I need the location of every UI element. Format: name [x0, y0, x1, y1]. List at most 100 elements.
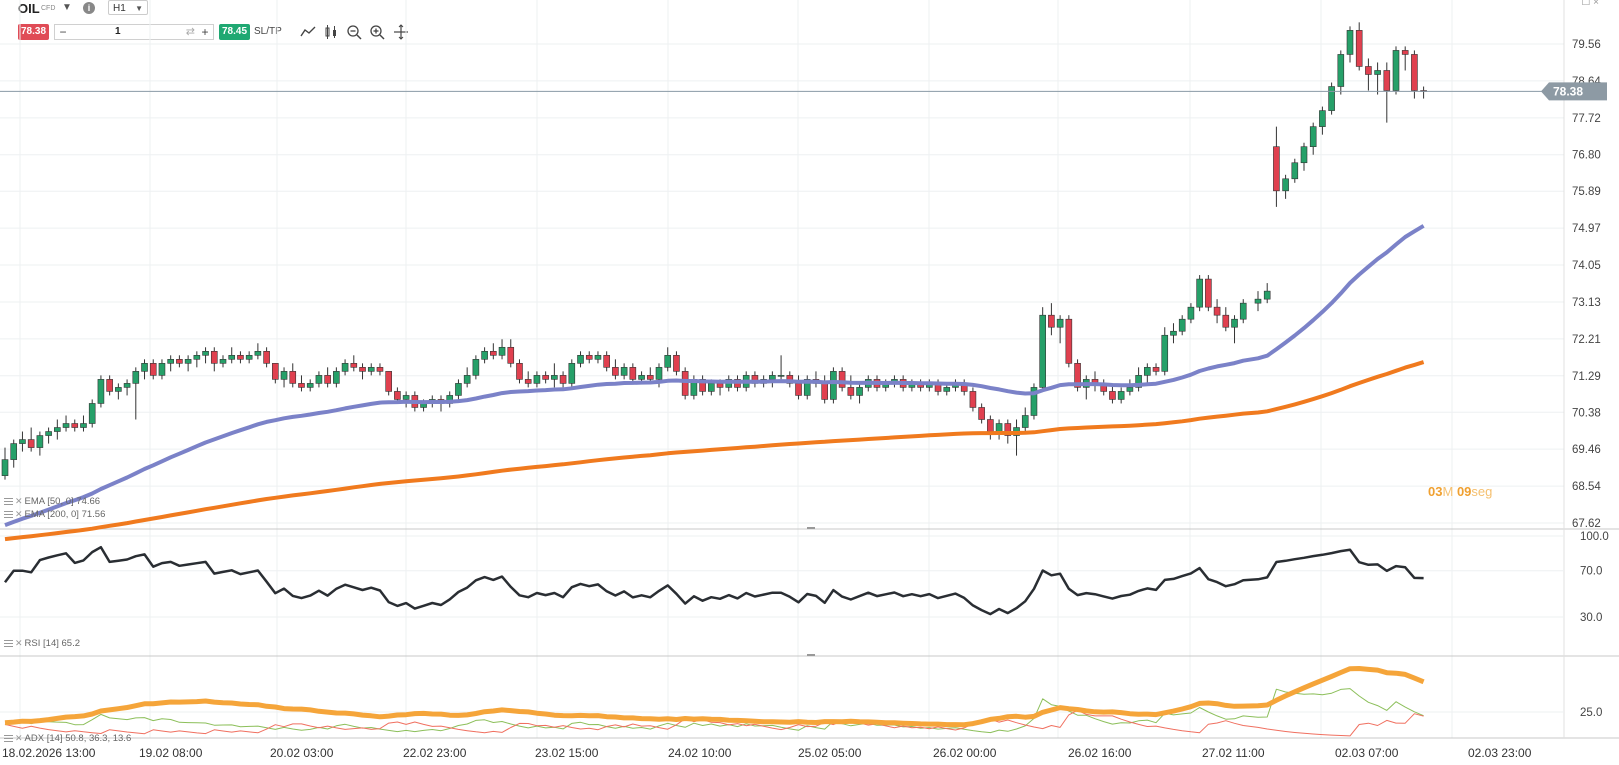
candles-icon[interactable] [324, 24, 340, 40]
candle [551, 363, 558, 388]
candle [219, 355, 227, 368]
candle-body [1126, 387, 1134, 392]
candle [62, 415, 70, 432]
candle [1420, 86, 1427, 99]
time-tick-label: 22.02 23:00 [403, 746, 467, 760]
candle [516, 359, 523, 384]
candle-body [1065, 318, 1073, 364]
candle [856, 383, 863, 404]
settings-icon[interactable] [4, 510, 13, 518]
candle-body [1048, 314, 1055, 328]
candle-body [237, 355, 244, 360]
timer-seconds: 09 [1456, 484, 1472, 499]
adx-legend[interactable]: ✕ ADX [14] 50.8, 36.3, 13.6 [4, 733, 131, 744]
increase-quantity-button[interactable]: + [201, 25, 209, 39]
candle-body [115, 387, 122, 392]
time-tick-label: 25.02 05:00 [798, 746, 862, 760]
candle-body [455, 383, 462, 396]
window-close-icon[interactable]: ☐ × [1581, 0, 1599, 8]
zoom-in-icon[interactable] [369, 24, 385, 40]
timeframe-select[interactable]: H1 ▼ [108, 0, 148, 15]
time-tick-label: 02.03 07:00 [1335, 746, 1399, 760]
rsi-legend[interactable]: ✕ RSI [14] 65.2 [4, 638, 80, 649]
candle-body [1021, 415, 1029, 428]
candle [27, 427, 35, 452]
candle [210, 347, 218, 372]
candle [969, 387, 977, 412]
candle-body [1346, 30, 1354, 55]
settings-icon[interactable] [4, 497, 13, 505]
candle [376, 363, 384, 376]
candle-body [1039, 314, 1046, 388]
candle [978, 403, 985, 424]
candle [350, 355, 358, 372]
adx-line [4, 666, 1425, 728]
candle-body [376, 367, 384, 372]
candle [1196, 275, 1203, 312]
candle [88, 399, 96, 428]
candle [777, 355, 785, 380]
candle [481, 347, 488, 364]
candle [19, 431, 26, 452]
candle [149, 359, 157, 380]
adx-tick-label: 25.0 [1580, 707, 1602, 719]
candle [795, 375, 802, 400]
candle [202, 347, 209, 364]
candle-body [1263, 290, 1271, 300]
settings-icon[interactable] [4, 639, 13, 647]
zoom-out-icon[interactable] [346, 24, 362, 40]
ema50-legend[interactable]: ✕ EMA [50, 0] 74.66 [4, 496, 100, 507]
candle-body [19, 439, 26, 444]
candle [158, 359, 166, 380]
candle [359, 363, 366, 380]
time-tick-label: 19.02 08:00 [139, 746, 203, 760]
candle [315, 371, 323, 388]
sell-button[interactable]: 78.38 [18, 24, 50, 40]
remove-icon[interactable]: ✕ [15, 509, 23, 519]
rsi-legend-label: RSI [14] 65.2 [24, 638, 80, 649]
candle [524, 371, 532, 388]
candle-body [603, 355, 610, 368]
remove-icon[interactable]: ✕ [15, 496, 23, 506]
candle [664, 347, 672, 372]
candle [228, 347, 236, 364]
candle [280, 367, 288, 388]
decrease-quantity-button[interactable]: − [59, 25, 67, 39]
swap-icon[interactable]: ⇄ [185, 26, 195, 38]
candle-body [708, 383, 715, 392]
candle [1065, 315, 1073, 368]
line-chart-icon[interactable] [300, 24, 316, 40]
remove-icon[interactable]: ✕ [15, 733, 23, 743]
quantity-input[interactable]: 1 [115, 26, 121, 37]
symbol-dropdown-icon[interactable]: ▼ [62, 2, 72, 13]
info-icon[interactable]: i [83, 2, 95, 14]
candle-body [1056, 318, 1064, 328]
candle-body [289, 371, 297, 384]
candle-body [245, 355, 253, 360]
time-tick-label: 26.02 00:00 [933, 746, 997, 760]
candle-body [1196, 278, 1203, 308]
candle-body [254, 350, 262, 356]
candle-body [1383, 70, 1391, 91]
price-tick-label: 69.46 [1572, 444, 1601, 456]
candle [36, 431, 44, 456]
buy-button[interactable]: 78.45 [219, 24, 251, 40]
sltp-button[interactable]: SL/TP [254, 26, 282, 37]
ema200-legend[interactable]: ✕ EMA [200, 0] 71.56 [4, 509, 105, 520]
quantity-stepper[interactable]: − 1 ⇄ + [54, 24, 214, 40]
candle-timer: 03M 09seg [1428, 484, 1492, 499]
candle [620, 363, 628, 380]
candle [1254, 291, 1262, 312]
remove-icon[interactable]: ✕ [15, 638, 23, 648]
symbol-name[interactable]: OIL [18, 1, 40, 16]
candle [559, 371, 567, 388]
timer-minutes-unit: M [1442, 484, 1454, 499]
time-tick-label: 26.02 16:00 [1068, 746, 1132, 760]
candle-body [681, 371, 689, 396]
candle [995, 419, 1003, 440]
candle [1205, 275, 1212, 312]
price-tick-label: 75.89 [1572, 186, 1601, 198]
candle [1337, 50, 1345, 95]
settings-icon[interactable] [4, 734, 13, 742]
